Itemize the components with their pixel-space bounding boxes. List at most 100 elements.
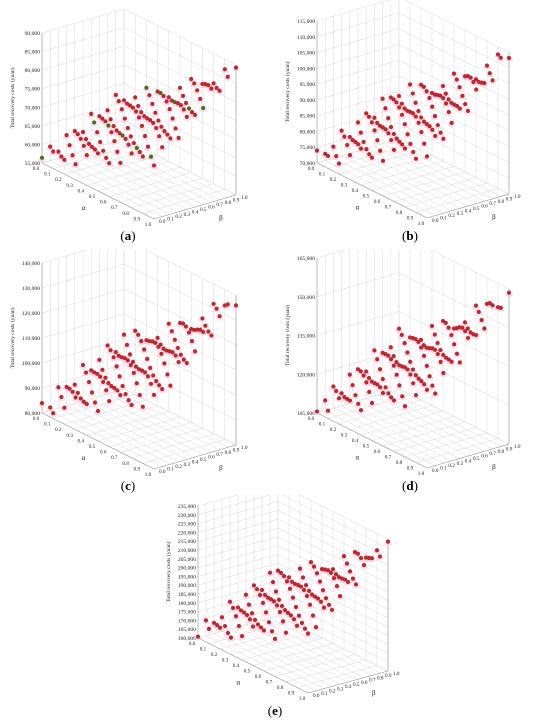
z-tick-label: 80,000 [300,129,316,135]
data-point [272,636,278,642]
data-point [375,138,380,143]
data-point [301,587,307,593]
data-point [358,555,364,561]
data-point [128,134,133,139]
data-point [302,626,308,631]
data-point [422,382,427,387]
axes-b [316,21,510,219]
alpha-tick-label: 0.1 [44,172,51,178]
data-point [482,80,487,86]
data-point [369,120,374,125]
data-point [394,136,399,141]
data-point [198,96,203,101]
data-point [217,314,222,319]
gridline [197,495,239,507]
data-point [410,111,416,116]
data-point [151,163,157,168]
data-point [147,93,152,98]
data-point [495,52,501,57]
beta-tick-label: 0.0 [159,219,166,225]
data-point [209,86,214,91]
data-point [394,100,399,105]
data-point [127,352,133,357]
gridline [382,143,493,200]
data-point [429,323,435,329]
data-point [206,626,212,631]
z-tick-label: 105,000 [297,411,315,417]
data-point [421,84,426,90]
alpha-tick-label: 0.9 [134,466,141,472]
beta-tick-label: 0.8 [377,675,384,681]
beta-tick-label: 0.5 [200,457,207,463]
data-point [399,112,405,117]
beta-tick-label: 0.4 [192,459,199,465]
data-point [225,302,230,307]
data-point [109,130,114,135]
data-point [342,134,347,139]
data-point [358,146,364,151]
data-point [333,572,339,577]
data-point [304,593,310,599]
alpha-tick-label: 0.2 [330,427,337,433]
alpha-tick-label: 0.0 [189,641,196,647]
grid-b [316,0,510,219]
alpha-tick-label: 0.3 [341,183,348,189]
data-point [233,614,239,619]
data-point [83,370,89,375]
data-point [104,388,109,393]
data-point [361,139,366,144]
alpha-tick-label: 1.0 [145,222,152,228]
data-point [427,374,432,379]
data-point [318,599,324,604]
data-point [446,325,451,330]
beta-tick-label: 0.3 [457,211,464,217]
beta-tick-label: 0.2 [448,463,455,469]
gridline [123,138,237,196]
data-point [358,369,363,374]
data-point [285,610,291,615]
data-point [463,328,468,334]
axes-a [41,33,237,220]
alpha-tick-label: 0.0 [33,416,40,422]
data-point [274,603,280,608]
z-axis-label: Total recovery costs (yuan) [9,67,16,128]
z-tick-label: 85,000 [25,50,41,56]
data-point [89,144,95,149]
data-point [225,630,231,636]
data-point [155,335,160,340]
data-point [164,99,169,104]
data-point [121,332,127,337]
data-point [176,359,181,365]
data-point [122,116,127,121]
data-point [418,82,424,87]
data-point [133,328,138,333]
alpha-tick-label: 1.0 [418,471,425,477]
data-point [506,55,512,61]
chart-panel-d: 105,000 120,000 135,000 150,000 165,000 0.0 0.… [275,250,550,500]
data-point [416,376,421,381]
data-point [323,596,329,601]
data-point [80,129,86,135]
z-tick-label: 105,000 [297,51,315,57]
beta-tick-label: 0.0 [159,469,166,475]
data-point [195,88,200,93]
data-point [203,618,209,623]
data-point [153,340,158,345]
data-point [347,398,353,403]
data-point [113,350,118,355]
z-tick-label: 70,000 [300,161,316,167]
data-point [95,371,100,376]
data-point [170,116,175,121]
data-point [247,617,253,622]
beta-tick-label: 0.0 [432,218,439,224]
data-point [282,608,288,613]
beta-tick-label: 0.3 [184,462,191,468]
alpha-tick-label: 0.7 [111,205,118,211]
data-point [107,398,112,404]
data-point [186,330,192,335]
z-tick-label: 210,000 [178,548,196,554]
axis-line [316,162,428,219]
data-point [154,125,159,131]
beta-tick-label: 0.3 [337,686,344,692]
beta-tick-label: 0.1 [167,467,174,473]
